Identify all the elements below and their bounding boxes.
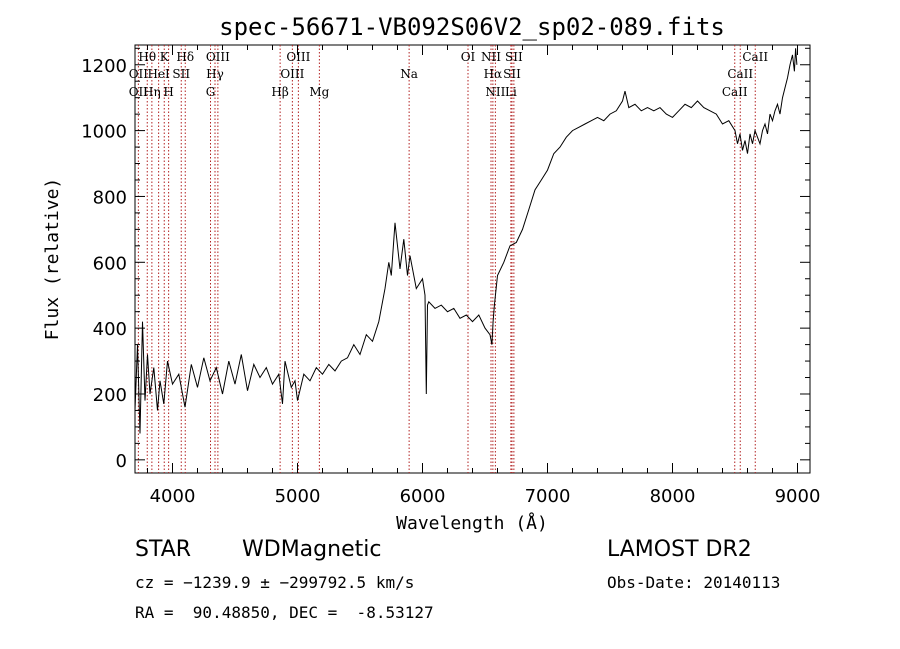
x-tick-label: 7000 [525,486,571,507]
spectral-line-label: Hβ [271,85,288,99]
line-markers [137,45,756,473]
spectral-line-label: CaII [742,50,768,64]
y-tick-label: 0 [116,451,127,472]
spectral-line-label: K [160,50,170,64]
y-tick-label: 1200 [81,56,127,77]
y-tick-label: 600 [93,253,127,274]
spectral-line-label: SII [172,67,190,81]
spectral-line-label: NII [485,85,505,99]
plot-area: 4000 5000 6000 7000 8000 9000 0 200 400 600 800 10… [81,44,821,507]
x-tick-label: 6000 [400,486,446,507]
object-type: STAR [135,537,192,562]
spectral-line-label: Hθ [138,50,156,64]
spectral-line-label: Na [400,67,418,81]
chart-title: spec-56671-VB092S06V2_sp02-089.fits [219,13,725,41]
spectral-line-label: H [163,85,173,99]
coordinates-readout: RA = 90.48850, DEC = -8.53127 [135,603,434,622]
spectral-line-label: Hδ [176,50,194,64]
spectral-line-label: CaII [722,85,748,99]
y-tick-label: 1000 [81,122,127,143]
x-axis-label: Wavelength (Å) [396,512,548,534]
spectral-line-label: OI [461,50,476,64]
obs-date: Obs-Date: 20140113 [607,573,781,592]
spectral-line-label: OII [129,67,149,81]
x-axis: 4000 5000 6000 7000 8000 9000 [147,45,821,507]
spectral-line-label: Hγ [206,67,224,81]
spectral-line-label: Mg [309,85,329,99]
spectral-line-label: SII [505,50,523,64]
spectral-line-label: Hα [484,67,503,81]
plot-frame [134,44,811,474]
y-tick-label: 400 [93,319,127,340]
spectral-line-label: OIII [206,50,230,64]
spectral-line-label: G [206,85,216,99]
x-tick-label: 4000 [150,486,196,507]
spectral-line-label: HeI [147,67,170,81]
redshift-readout: cz = −1239.9 ± −299792.5 km/s [135,573,415,592]
survey-name: LAMOST DR2 [607,537,752,562]
spectral-line-label: CaII [727,67,753,81]
spectral-line-label: Li [505,85,517,99]
x-tick-label: 8000 [650,486,696,507]
y-tick-label: 200 [93,385,127,406]
y-axis-label: Flux (relative) [42,178,63,341]
spectral-line-label: OII [129,85,149,99]
spectral-line-label: NII [481,50,501,64]
spectral-line-label: Hη [143,85,161,99]
spectral-line-label: OIII [286,50,310,64]
y-axis: 0 200 400 600 800 1000 1200 [81,47,810,472]
x-tick-label: 5000 [275,486,321,507]
spectral-line-label: SII [503,67,521,81]
object-subclass: WDMagnetic [242,537,382,562]
y-tick-label: 800 [93,187,127,208]
x-tick-label: 9000 [775,486,821,507]
spectral-line-label: OIII [280,67,304,81]
spectrum-series-line [134,48,798,434]
